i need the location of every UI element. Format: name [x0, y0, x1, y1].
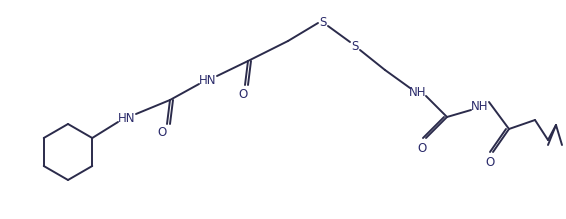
- Text: HN: HN: [118, 111, 136, 124]
- Text: S: S: [351, 39, 359, 53]
- Text: O: O: [417, 141, 427, 154]
- Text: O: O: [486, 155, 495, 168]
- Text: HN: HN: [199, 74, 217, 87]
- Text: NH: NH: [471, 99, 489, 113]
- Text: S: S: [319, 16, 327, 28]
- Text: O: O: [238, 88, 248, 101]
- Text: NH: NH: [409, 85, 427, 99]
- Text: O: O: [157, 127, 166, 140]
